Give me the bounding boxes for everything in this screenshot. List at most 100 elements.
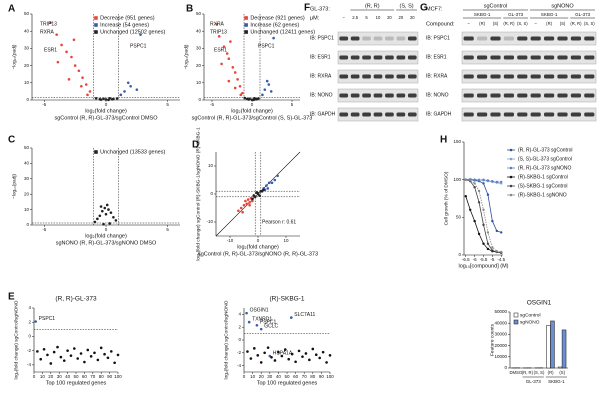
blot-row-label: IB: ESR1 xyxy=(310,54,331,60)
point xyxy=(287,357,291,361)
x-tick-label: -6 xyxy=(473,257,477,262)
point xyxy=(308,358,311,362)
point xyxy=(464,195,467,198)
blot-band xyxy=(584,93,595,98)
point xyxy=(247,320,251,324)
point xyxy=(477,232,481,236)
blot-band xyxy=(396,36,406,41)
point xyxy=(253,347,256,350)
bar xyxy=(546,325,551,369)
panel-letter: E xyxy=(8,292,15,303)
annotation: HSPA1A xyxy=(273,350,293,356)
x-tick-label: -6.5 xyxy=(462,257,470,262)
annotation: ESR1 xyxy=(44,47,57,53)
point xyxy=(500,231,503,234)
point xyxy=(39,357,43,361)
point xyxy=(311,347,315,351)
y-axis-label: Cell growth (% of DMSO) xyxy=(443,171,449,225)
blot-band xyxy=(557,36,568,41)
x-tick-label: 100 xyxy=(114,374,122,379)
blot-band xyxy=(530,93,541,98)
point xyxy=(241,91,244,95)
point xyxy=(215,23,219,26)
x-tick-label: 0 xyxy=(33,374,36,379)
y-tick-label: 20 xyxy=(196,63,202,68)
blot-band xyxy=(544,74,555,79)
point xyxy=(108,222,111,225)
y-tick-label: 50 xyxy=(456,215,462,220)
x-tick-label: 80 xyxy=(99,374,105,379)
point xyxy=(67,78,71,81)
point xyxy=(272,36,275,40)
y-tick-label: -2 xyxy=(27,348,31,353)
legend-label: (R, R)-GL-373 sgNONO xyxy=(518,165,571,171)
blot-row-label: IB: NONO xyxy=(426,92,449,98)
blot-band xyxy=(385,74,394,79)
point xyxy=(314,353,318,357)
y-tick-label: 20 xyxy=(24,191,30,196)
point xyxy=(36,350,39,353)
point xyxy=(73,347,76,350)
y-tick-label: 0 xyxy=(26,97,29,102)
point xyxy=(495,250,498,253)
x-axis-label: log₂(fold change) xyxy=(85,108,127,114)
point xyxy=(93,351,96,355)
blot-band xyxy=(463,74,474,79)
x-tick-label: -4.5 xyxy=(497,257,505,262)
blot-band xyxy=(517,74,528,79)
point xyxy=(325,361,328,364)
blot-band xyxy=(407,93,417,98)
blot-subgroup: GL-373 xyxy=(508,12,524,17)
blot-band xyxy=(570,36,581,41)
blot-band xyxy=(557,74,568,79)
annotation: PSPC1 xyxy=(258,43,275,49)
chart-title: (R)-SKBG-1 xyxy=(269,296,304,303)
lane-label: 2.5 xyxy=(352,15,358,20)
lane-label: 20 xyxy=(387,15,392,20)
y-tick-label: 50000 xyxy=(494,309,507,314)
legend-label: (R)-SKBG-1 sgControl xyxy=(518,174,568,180)
x-tick-label: (S) xyxy=(559,370,565,375)
legend-marker xyxy=(509,193,513,197)
x-tick-label: 0 xyxy=(243,374,246,379)
blot-band xyxy=(396,55,406,60)
y-tick-label: 0 xyxy=(238,337,241,342)
x-tick-label: 30 xyxy=(57,374,63,379)
y-axis-label: −log₁₀(padj) xyxy=(183,44,189,69)
point xyxy=(98,214,102,218)
point xyxy=(249,357,253,360)
blot-band xyxy=(407,112,417,117)
blot-band xyxy=(373,112,383,117)
point xyxy=(116,353,120,357)
point xyxy=(258,194,261,197)
point xyxy=(239,206,243,210)
blot-band xyxy=(530,74,541,79)
y-tick-label: 2 xyxy=(238,324,241,329)
point xyxy=(107,98,110,102)
blot-band xyxy=(517,36,528,41)
blot-group: (R, R) xyxy=(365,3,380,9)
blot-band xyxy=(463,36,474,41)
x-tick-label: 5 xyxy=(291,102,294,107)
blot-band xyxy=(407,74,417,79)
blot-band xyxy=(385,55,394,60)
point xyxy=(135,88,139,91)
point xyxy=(266,187,270,190)
y-tick-label: 50 xyxy=(24,145,30,150)
legend-label: sgControl xyxy=(520,312,541,318)
blot-band xyxy=(362,55,371,60)
point xyxy=(294,360,297,364)
point xyxy=(94,96,98,100)
blot-band xyxy=(477,74,488,79)
point xyxy=(233,71,237,74)
blot-subgroup: SKBG-1 xyxy=(474,12,491,17)
legend-swatch xyxy=(513,312,519,318)
point xyxy=(109,211,113,214)
point xyxy=(273,178,277,182)
x-tick-label: 90 xyxy=(319,374,325,379)
x-tick-label: -5.5 xyxy=(480,257,488,262)
y-tick-label: 4 xyxy=(28,305,31,310)
y-tick-label: -10 xyxy=(206,219,213,224)
y-tick-label: -2 xyxy=(237,350,241,355)
blot-band xyxy=(362,112,371,117)
